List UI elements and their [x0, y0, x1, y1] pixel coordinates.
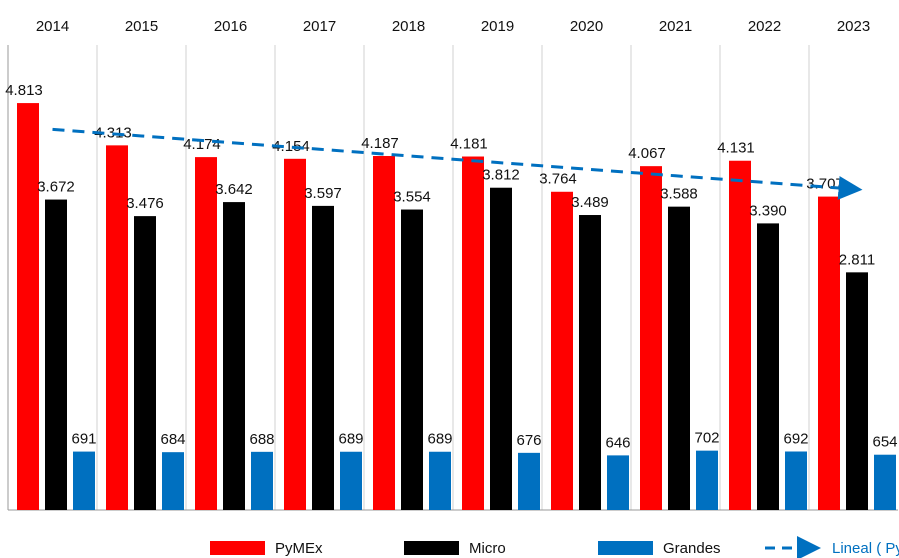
data-label: 4.174: [183, 136, 221, 153]
bar: [17, 103, 39, 510]
x-tick-label: 2023: [837, 18, 870, 35]
data-label: 3.476: [126, 195, 164, 212]
legend-label: Micro: [469, 540, 506, 557]
bar: [607, 455, 629, 510]
x-tick-label: 2018: [392, 18, 425, 35]
x-tick-label: 2020: [570, 18, 603, 35]
data-label: 3.642: [215, 181, 253, 198]
bar: [668, 206, 690, 510]
bar: [373, 156, 395, 510]
data-label: 688: [249, 431, 274, 448]
trend-line: [52, 127, 863, 200]
bar: [284, 158, 306, 510]
data-label: 4.067: [628, 145, 666, 162]
legend-label: Lineal ( PyMEx): [832, 540, 899, 557]
data-label: 3.554: [393, 188, 431, 205]
data-label: 654: [872, 434, 897, 451]
bar: [195, 157, 217, 510]
bar: [106, 145, 128, 510]
bar: [462, 156, 484, 511]
data-label: 3.707: [806, 176, 844, 193]
data-label: 691: [71, 431, 96, 448]
data-label: 646: [605, 434, 630, 451]
data-label: 684: [160, 431, 185, 448]
bar: [45, 199, 67, 511]
bar: [640, 166, 662, 511]
data-label: 689: [427, 431, 452, 448]
legend-swatch: [598, 541, 653, 555]
data-label: 2.811: [839, 251, 875, 268]
x-tick-label: 2017: [303, 18, 336, 35]
x-tick-label: 2014: [36, 18, 69, 35]
bar: [134, 216, 156, 510]
x-tick-label: 2021: [659, 18, 692, 35]
data-label: 689: [338, 431, 363, 448]
data-label: 676: [516, 432, 541, 449]
data-label: 3.764: [539, 171, 577, 188]
bar: [579, 215, 601, 510]
bar: [696, 450, 718, 510]
bar: [401, 209, 423, 510]
bar: [340, 451, 362, 510]
data-label: 3.812: [482, 167, 520, 184]
x-tick-label: 2016: [214, 18, 247, 35]
data-label: 692: [783, 430, 808, 447]
data-label: 3.588: [660, 186, 698, 203]
legend-swatch: [210, 541, 265, 555]
data-label: 3.489: [571, 194, 609, 211]
data-label: 3.672: [37, 179, 75, 196]
data-label: 3.390: [749, 202, 787, 219]
legend-label: Grandes: [663, 540, 721, 557]
x-tick-label: 2015: [125, 18, 158, 35]
bar: [162, 452, 184, 510]
legend-swatch: [404, 541, 459, 555]
data-label: 4.131: [717, 140, 755, 157]
bar: [251, 451, 273, 510]
bar: [846, 272, 868, 510]
bar: [73, 451, 95, 510]
bar: [729, 160, 751, 510]
data-label: 4.181: [450, 135, 488, 152]
legend-label: PyMEx: [275, 540, 323, 557]
bar: [518, 452, 540, 510]
data-label: 4.187: [361, 135, 399, 152]
bar: [312, 205, 334, 510]
bar: [874, 454, 896, 510]
data-label: 3.597: [304, 185, 342, 202]
bar: [429, 451, 451, 510]
bar: [223, 202, 245, 510]
x-tick-label: 2022: [748, 18, 781, 35]
bar: [818, 196, 840, 510]
data-label: 4.154: [272, 138, 310, 155]
bar: [785, 451, 807, 510]
data-label: 4.813: [5, 82, 43, 99]
x-tick-label: 2019: [481, 18, 514, 35]
data-label: 702: [694, 430, 719, 447]
bar: [490, 187, 512, 511]
bar: [757, 223, 779, 510]
bar: [551, 191, 573, 510]
